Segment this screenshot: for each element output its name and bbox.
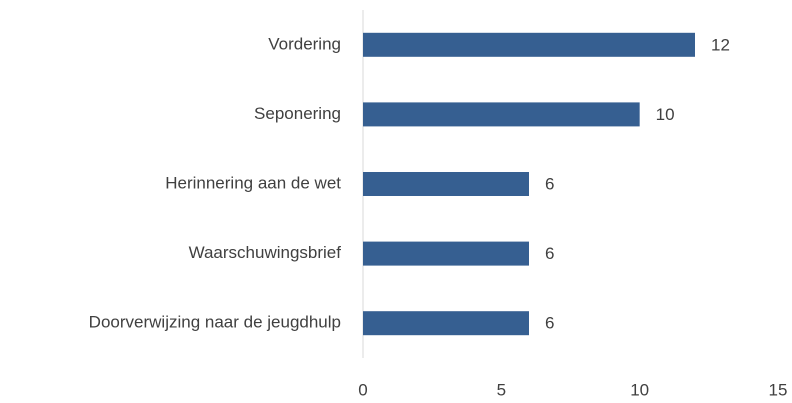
bar [363, 311, 529, 336]
data-label: 6 [545, 174, 554, 193]
y-tick-label: Vordering [268, 34, 341, 53]
data-label: 12 [711, 35, 730, 54]
bar [363, 102, 640, 127]
y-tick-label: Doorverwijzing naar de jeugdhulp [89, 313, 341, 332]
data-label: 10 [656, 105, 675, 124]
x-tick-label: 10 [630, 380, 649, 399]
bar [363, 32, 695, 57]
x-tick-label: 5 [497, 380, 506, 399]
y-tick-label: Waarschuwingsbrief [189, 243, 342, 262]
y-tick-label: Herinnering aan de wet [165, 173, 341, 192]
data-label: 6 [545, 314, 554, 333]
y-tick-label: Seponering [254, 104, 341, 123]
x-tick-label: 15 [769, 380, 788, 399]
x-tick-label: 0 [358, 380, 367, 399]
bar [363, 241, 529, 266]
bar [363, 172, 529, 196]
data-label: 6 [545, 244, 554, 263]
